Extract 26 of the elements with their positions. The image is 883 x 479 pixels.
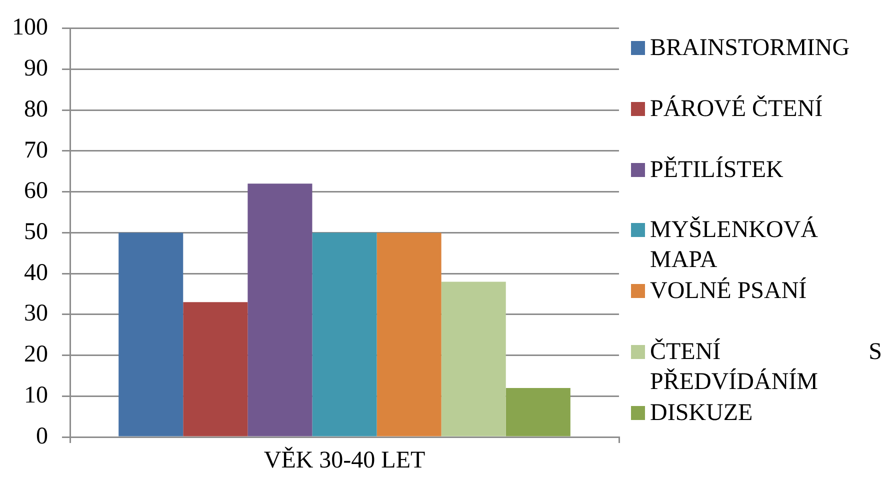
y-tick-label: 60 [24,178,48,204]
legend-label: ČTENÍ S PŘEDVÍDÁNÍM [650,337,882,397]
legend-label: VOLNÉ PSANÍ [650,276,808,306]
legend-label: PĚTILÍSTEK [650,155,784,185]
bar [376,232,442,436]
bar [506,388,570,436]
y-tick-label: 0 [36,423,48,450]
bar [248,184,312,436]
legend-label: BRAINSTORMING [650,34,851,63]
y-tick-label: 20 [24,342,48,368]
y-tick-label: 50 [24,218,48,245]
bar [183,302,248,436]
bar [118,232,184,436]
y-tick-label: 100 [12,14,48,41]
y-tick-label: 90 [24,56,48,82]
y-tick-label: 70 [24,137,48,164]
x-tick-label: VĚK 30-40 LET [264,446,426,474]
y-tick-label: 80 [24,96,48,122]
y-tick-label: 10 [24,382,48,408]
legend-label: PÁROVÉ ČTENÍ [650,94,824,124]
bar [312,232,377,436]
legend-label: DISKUZE [650,398,754,428]
bar [441,282,506,436]
y-tick-label: 30 [24,300,48,327]
y-tick-label: 40 [24,260,48,286]
legend-label: MYŠLENKOVÁ MAPA [650,215,819,276]
